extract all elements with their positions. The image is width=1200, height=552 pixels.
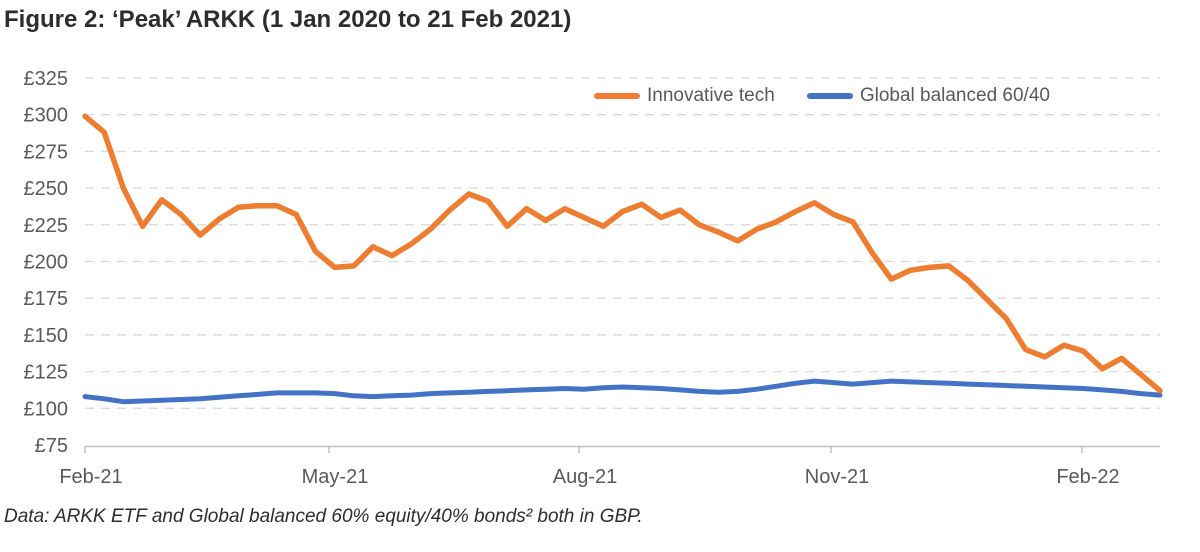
innovative-tech-line — [82, 113, 1163, 394]
x-axis-tick-label: May-21 — [302, 466, 369, 488]
legend-item-innovative-tech: Innovative tech — [594, 85, 775, 107]
y-axis-tick-label: £75 — [35, 435, 68, 457]
x-axis-tick-label: Feb-22 — [1056, 466, 1119, 488]
global-balanced-line-swatch — [806, 93, 853, 99]
x-axis-tick-label: Aug-21 — [553, 466, 618, 488]
x-axis-tick-label: Nov-21 — [805, 466, 869, 488]
y-axis-tick-label: £125 — [24, 362, 69, 384]
y-axis-tick-label: £150 — [24, 325, 69, 347]
y-axis-tick-label: £275 — [24, 141, 69, 163]
global-balanced-line — [82, 378, 1163, 405]
chart-legend: Innovative tech Global balanced 60/40 — [594, 85, 1050, 107]
legend-label-innovative-tech: Innovative tech — [647, 85, 775, 106]
legend-label-global-balanced: Global balanced 60/40 — [859, 85, 1050, 106]
innovative-tech-line-swatch — [594, 93, 640, 99]
line-chart-canvas: £75 £100 £125 £150 £175 £200 £225 £250 £275 £300 £… — [24, 68, 1163, 488]
y-axis-tick-label: £325 — [24, 68, 69, 90]
y-axis-tick-label: £175 — [24, 288, 69, 310]
y-axis-tick-label: £225 — [24, 215, 69, 237]
y-axis-tick-label: £100 — [24, 398, 69, 420]
y-axis-tick-label: £200 — [24, 252, 69, 274]
data-source-footnote: Data: ARKK ETF and Global balanced 60% e… — [4, 506, 643, 527]
legend-item-global-balanced: Global balanced 60/40 — [806, 85, 1050, 107]
y-axis-tick-label: £250 — [24, 178, 69, 200]
y-axis-tick-label: £300 — [24, 105, 69, 127]
figure-title: Figure 2: ‘Peak’ ARKK (1 Jan 2020 to 21 … — [4, 6, 572, 33]
x-axis-tick-label: Feb-21 — [59, 466, 122, 488]
